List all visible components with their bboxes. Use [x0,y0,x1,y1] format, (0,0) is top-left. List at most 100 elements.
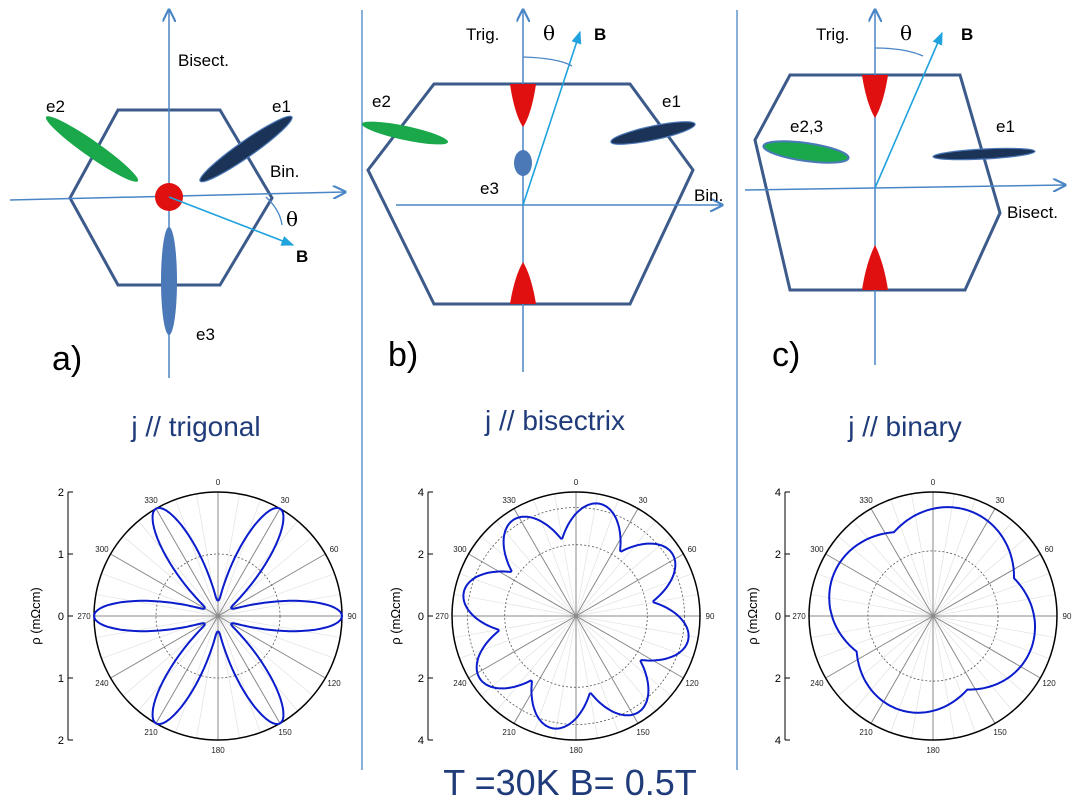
vertical-axis-label: Trig. [816,25,849,44]
horizontal-axis-label: Bisect. [1007,203,1058,222]
pocket-label-e23: e2,3 [790,117,823,136]
polar-boundary [451,491,701,741]
radial-axis-title: ρ (mΩcm) [745,587,760,645]
minor-spoke [496,520,577,617]
pocket-label-e2: e2 [372,92,391,111]
panel-label: c) [772,336,800,374]
angle-label: 270 [435,612,449,621]
inner-grid-ring [504,544,648,688]
angle-label: 210 [859,728,873,737]
minor-spoke [496,615,577,712]
minor-spoke [890,615,934,733]
angle-label: 30 [281,496,290,505]
electron-pocket-e2 [361,121,449,145]
brillouin-hexagon [753,73,1002,292]
radial-tick-label: 0 [775,611,781,623]
horizontal-axis [744,185,1065,190]
resistivity-curve [93,506,343,726]
electron-pocket-e1 [610,121,696,145]
angle-label: 90 [1063,612,1072,621]
angle-label: 180 [211,746,225,755]
minor-spoke [932,520,1013,617]
radial-tick-label: 0 [58,611,64,623]
angle-label: 120 [1042,679,1056,688]
minor-spoke [575,615,598,739]
theta-label: θ [543,21,555,45]
radial-tick-label: 0 [418,611,424,623]
radial-tick-label: 4 [775,487,781,499]
hole-pocket-top [862,75,888,118]
minor-spoke [453,615,577,638]
electron-pocket-e23 [762,140,850,164]
angle-label: 0 [216,478,221,487]
inner-grid-ring [155,553,281,679]
pocket-label-e1: e1 [996,117,1015,136]
minor-spoke [853,615,934,712]
radial-tick-label: 2 [58,487,64,499]
electron-pocket-e3 [514,150,532,176]
electron-pocket-e3 [161,227,177,335]
major-spoke [155,508,281,724]
radial-tick-label: 4 [418,735,424,747]
minor-spoke [911,615,934,739]
minor-spoke [837,536,934,617]
angle-label: 150 [278,728,292,737]
radial-tick-label: 4 [418,487,424,499]
minor-spoke [217,493,240,617]
radial-tick-label: 2 [58,735,64,747]
angle-label: 300 [453,545,467,554]
angle-label: 60 [330,545,339,554]
minor-spoke [810,615,934,638]
minor-spoke [932,615,1029,696]
minor-spoke [217,615,240,739]
electron-pocket-e1 [932,147,1036,161]
minor-spoke [816,573,934,617]
conditions-footer: T =30K B= 0.5T [443,762,697,803]
angle-label: 0 [931,478,936,487]
minor-spoke [533,499,577,617]
angle-label: 330 [859,496,873,505]
radial-tick-label: 2 [418,673,424,685]
brillouin-hexagon [366,82,695,306]
minor-spoke [480,615,577,696]
minor-spoke [853,520,934,617]
angle-label: 180 [926,746,940,755]
polar-plot-binary: 0 30 60 90 120 150 180 210 240 270 300 330 4 2 0 2 4 ρ (m… [745,478,1072,755]
angle-label: 240 [810,679,824,688]
minor-spoke [575,594,699,617]
minor-spoke [932,615,955,739]
minor-spoke [95,615,219,638]
panel-heading: j // trigonal [130,411,260,442]
diagram-c: Trig. Bisect. e2,3 e1 θ B c) j // binary [744,10,1065,442]
minor-spoke [932,536,1029,617]
angle-label: 150 [636,728,650,737]
minor-spoke [575,615,693,659]
minor-spoke [932,493,955,617]
angle-label: 90 [348,612,357,621]
minor-spoke [890,499,934,617]
hole-pocket-bottom [862,245,888,290]
vertical-axis-label: Bisect. [178,51,229,70]
field-arrow [522,30,582,206]
minor-spoke [554,615,577,739]
panel-heading: j // bisectrix [484,405,625,436]
pocket-label-e1: e1 [272,97,291,116]
minor-spoke [575,520,656,617]
angle-label: 120 [685,679,699,688]
minor-spoke [453,594,577,617]
angle-label: 300 [810,545,824,554]
field-label: B [594,25,606,44]
angle-label: 240 [95,679,109,688]
radial-tick-label: 1 [58,549,64,561]
minor-spoke [575,615,619,733]
outer-grid-ring [467,507,685,725]
theta-label: θ [286,207,298,231]
minor-spoke [175,499,219,617]
minor-spoke [932,594,1056,617]
angle-label: 30 [639,496,648,505]
field-label: B [961,25,973,44]
minor-spoke [217,615,298,712]
angle-label: 120 [327,679,341,688]
field-label: B [296,247,308,266]
angle-label: 60 [1045,545,1054,554]
